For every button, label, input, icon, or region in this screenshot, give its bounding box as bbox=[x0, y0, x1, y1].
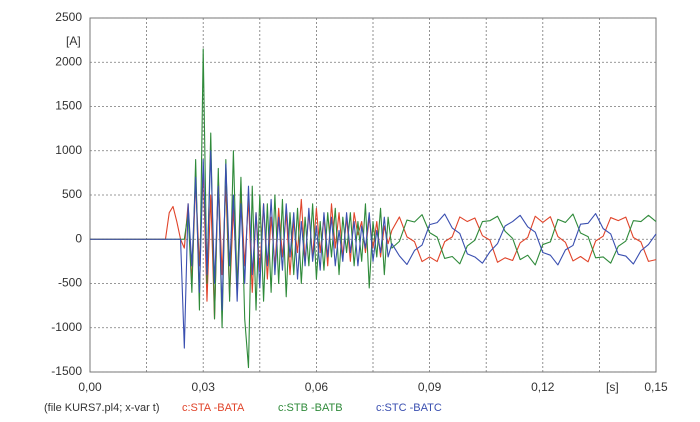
x-tick-label: 0,03 bbox=[192, 380, 216, 394]
legend-entry: c:STB -BATB bbox=[278, 402, 343, 414]
y-tick-label: 0 bbox=[75, 231, 82, 245]
y-tick-label: -1500 bbox=[51, 364, 82, 378]
x-tick-label: 0,15 bbox=[644, 380, 668, 394]
y-tick-label: 1000 bbox=[55, 143, 82, 157]
y-tick-label: 1500 bbox=[55, 99, 82, 113]
x-tick-label: 0,12 bbox=[531, 380, 555, 394]
series-line bbox=[90, 150, 657, 349]
y-tick-label: -1000 bbox=[51, 320, 82, 334]
y-tick-label: 500 bbox=[62, 187, 82, 201]
x-tick-label: 0,09 bbox=[418, 380, 442, 394]
x-tick-label: 0,06 bbox=[305, 380, 329, 394]
x-axis-label: [s] bbox=[606, 380, 619, 394]
y-axis-label: [A] bbox=[66, 34, 81, 48]
y-tick-label: -500 bbox=[58, 276, 82, 290]
y-tick-label: 2500 bbox=[55, 10, 82, 24]
y-tick-label: 2000 bbox=[55, 54, 82, 68]
legend-caption: (file KURS7.pl4; x-var t) bbox=[44, 402, 160, 414]
legend-entry: c:STA -BATA bbox=[182, 402, 245, 414]
legend-entry: c:STC -BATC bbox=[376, 402, 442, 414]
x-tick-label: 0,00 bbox=[78, 380, 102, 394]
